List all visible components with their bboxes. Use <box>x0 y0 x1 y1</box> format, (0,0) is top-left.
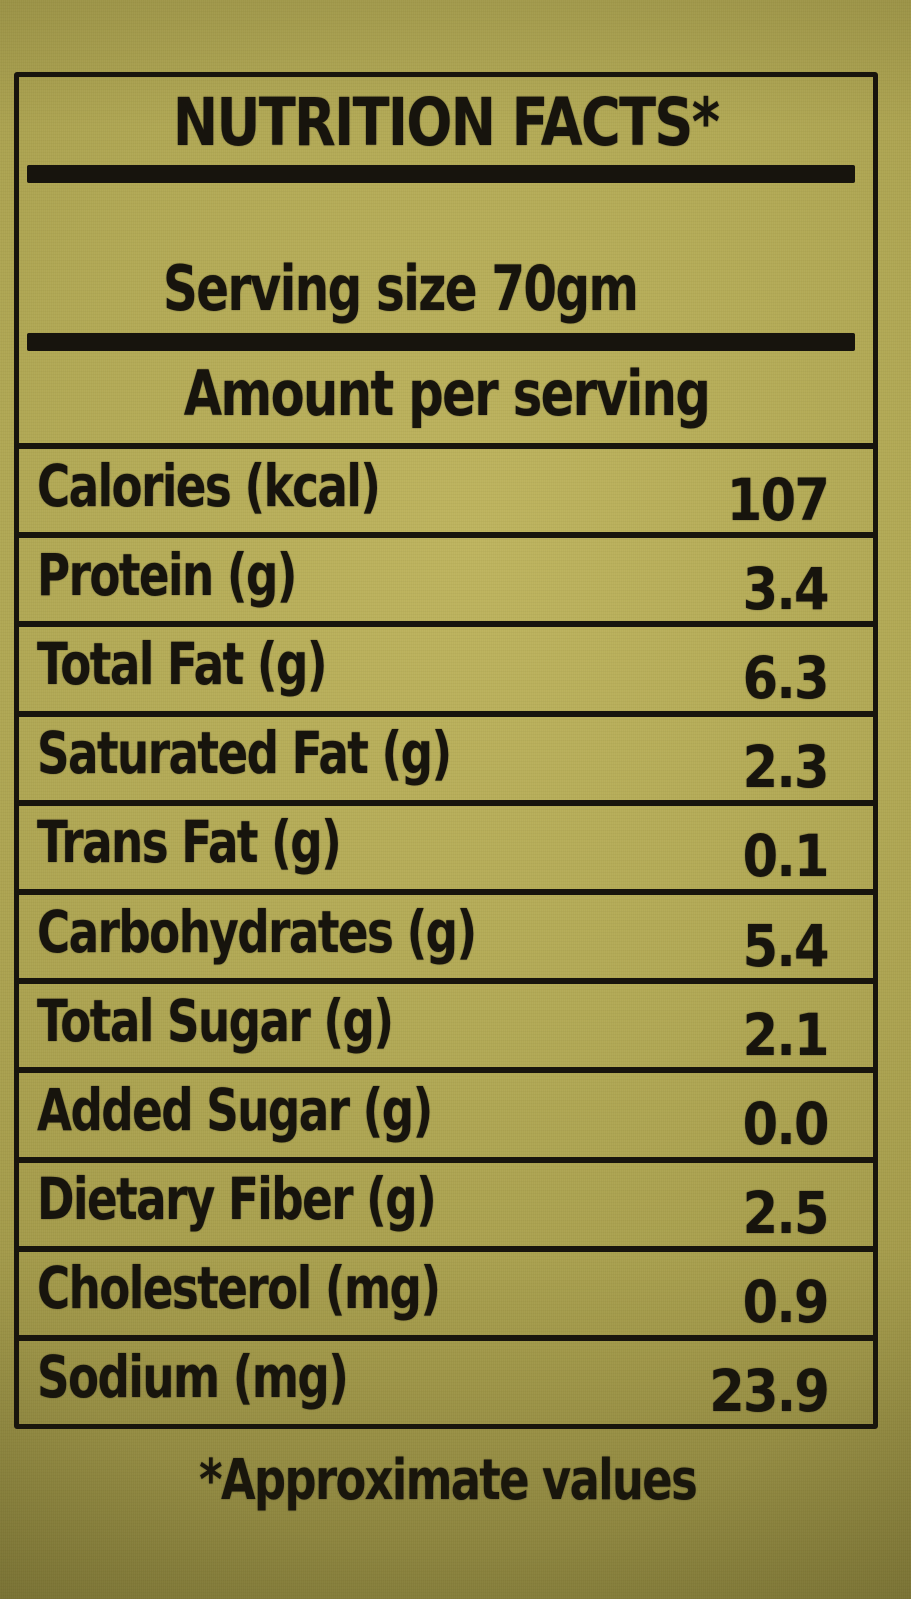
nutrient-value: 2.5 <box>742 1179 830 1248</box>
nutrient-name: Carbohydrates (g) <box>37 897 477 966</box>
divider-bar-top <box>27 165 855 183</box>
nutrient-table: Calories (kcal) 107 Protein (g) 3.4 Tota… <box>19 443 873 1426</box>
nutrient-name: Total Sugar (g) <box>37 986 394 1055</box>
amount-per-serving-header: Amount per serving <box>19 361 873 427</box>
label-title: NUTRITION FACTS* <box>19 87 873 159</box>
nutrient-value: 2.1 <box>742 1000 830 1069</box>
nutrient-row-added-sugar: Added Sugar (g) 0.0 <box>19 1067 873 1158</box>
nutrient-name: Trans Fat (g) <box>37 808 342 877</box>
nutrient-row-total-fat: Total Fat (g) 6.3 <box>19 621 873 712</box>
serving-size: Serving size 70gm <box>19 252 873 325</box>
nutrient-row-saturated-fat: Saturated Fat (g) 2.3 <box>19 710 873 802</box>
nutrient-name: Cholesterol (mg) <box>37 1254 441 1323</box>
nutrient-row-dietary-fiber: Dietary Fiber (g) 2.5 <box>19 1156 873 1248</box>
nutrient-value: 0.1 <box>742 822 830 891</box>
nutrient-name: Sodium (mg) <box>37 1343 349 1412</box>
nutrient-name: Total Fat (g) <box>37 629 328 698</box>
nutrition-label: NUTRITION FACTS* Serving size 70gm Amoun… <box>14 72 878 1429</box>
serving-size-text: Serving size 70gm <box>163 252 639 325</box>
nutrient-name: Added Sugar (g) <box>37 1075 433 1144</box>
nutrient-name: Saturated Fat (g) <box>37 719 452 788</box>
approximate-values-text: *Approximate values <box>199 1448 698 1513</box>
label-title-text: NUTRITION FACTS* <box>173 84 720 161</box>
nutrient-value: 0.9 <box>742 1268 830 1337</box>
nutrient-value: 107 <box>726 465 830 534</box>
nutrient-value: 0.0 <box>742 1089 830 1158</box>
nutrient-row-carbohydrates: Carbohydrates (g) 5.4 <box>19 888 873 980</box>
nutrient-value: 6.3 <box>742 643 830 712</box>
nutrient-value: 23.9 <box>709 1357 830 1426</box>
nutrient-row-total-sugar: Total Sugar (g) 2.1 <box>19 978 873 1069</box>
nutrient-row-cholesterol: Cholesterol (mg) 0.9 <box>19 1245 873 1337</box>
nutrient-row-sodium: Sodium (mg) 23.9 <box>19 1334 873 1426</box>
divider-bar-middle <box>27 333 855 351</box>
nutrient-value: 2.3 <box>742 733 830 802</box>
nutrient-name: Calories (kcal) <box>37 451 381 520</box>
nutrient-value: 5.4 <box>742 911 830 980</box>
nutrient-row-trans-fat: Trans Fat (g) 0.1 <box>19 799 873 891</box>
nutrient-name: Dietary Fiber (g) <box>37 1165 437 1234</box>
nutrient-row-calories: Calories (kcal) 107 <box>19 443 873 534</box>
approximate-values-footnote: *Approximate values <box>0 1448 896 1513</box>
amount-per-serving-text: Amount per serving <box>183 357 710 430</box>
nutrient-row-protein: Protein (g) 3.4 <box>19 532 873 623</box>
nutrient-name: Protein (g) <box>37 540 297 609</box>
nutrient-value: 3.4 <box>742 554 830 623</box>
